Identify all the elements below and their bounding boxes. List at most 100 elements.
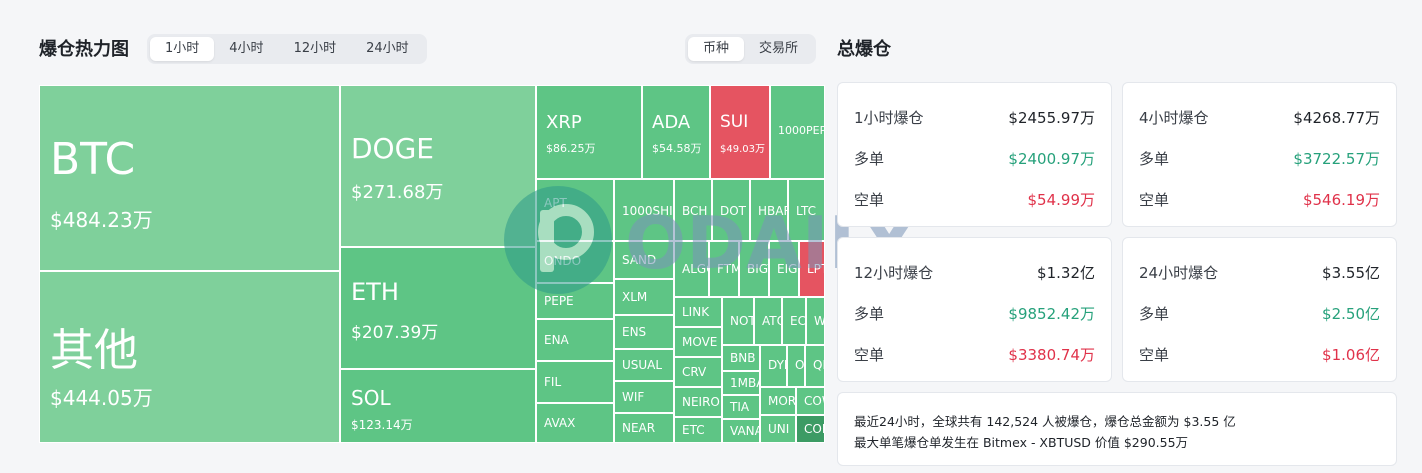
- tile-symbol: ETH: [351, 278, 399, 306]
- heatmap-tile-ena[interactable]: ENA: [536, 319, 614, 361]
- heatmap-tile-1mbabydoge[interactable]: 1MBABYDOGE: [722, 371, 760, 395]
- heatmap-tile-etc[interactable]: ETC: [674, 417, 722, 443]
- tile-symbol: EIGEN: [777, 262, 798, 276]
- heatmap-tile-dot[interactable]: DOT: [712, 179, 750, 241]
- heatmap-title: 爆仓热力图: [39, 39, 129, 60]
- heatmap-tile-eigen[interactable]: EIGEN: [769, 241, 799, 297]
- tile-symbol: APT: [544, 196, 567, 210]
- heatmap-tile-morpho[interactable]: MORPHO: [760, 387, 796, 415]
- heatmap-tile-pepe[interactable]: PEPE: [536, 283, 614, 319]
- heatmap-tile-qnt[interactable]: QNT: [805, 345, 825, 387]
- heatmap-tile-doge[interactable]: DOGE $271.68万: [340, 85, 536, 247]
- heatmap-tile-vana[interactable]: VANA: [722, 419, 760, 443]
- heatmap-tile-move[interactable]: MOVE: [674, 327, 722, 357]
- heatmap-tile-algo[interactable]: ALGO: [674, 241, 709, 297]
- tile-symbol: NOT: [730, 314, 754, 328]
- heatmap-tile-cow[interactable]: COW: [796, 387, 825, 415]
- tab-1h[interactable]: 1小时: [150, 37, 215, 61]
- long-value: $2.50亿: [1322, 304, 1380, 323]
- heatmap-tile-neiro[interactable]: NEIRO: [674, 387, 722, 417]
- tab-coin[interactable]: 币种: [688, 37, 745, 61]
- heatmap-tile-其他[interactable]: 其他 $444.05万: [39, 271, 340, 443]
- heatmap-tile-dydx[interactable]: DYDX: [760, 345, 787, 387]
- short-value: $54.99万: [1027, 190, 1096, 209]
- short-label: 空单: [1139, 345, 1170, 364]
- tile-value: $123.14万: [351, 418, 413, 432]
- heatmap-tile-wif[interactable]: WIF: [614, 381, 674, 413]
- card-total: $4268.77万: [1293, 108, 1380, 127]
- tile-symbol: BIGTIME: [747, 262, 768, 276]
- tile-value: $271.68万: [351, 182, 444, 203]
- tile-symbol: ALGO: [682, 262, 708, 276]
- heatmap-tile-sol[interactable]: SOL $123.14万: [340, 369, 536, 443]
- tile-symbol: VANA: [730, 424, 760, 438]
- heatmap-tile-ondo[interactable]: ONDO: [536, 241, 614, 283]
- tile-symbol: TIA: [730, 400, 750, 414]
- heatmap-tile-1000pepe[interactable]: 1000PEPE: [770, 85, 825, 179]
- tile-symbol: DYDX: [768, 358, 786, 372]
- heatmap-tile-lpt[interactable]: LPT: [799, 241, 825, 297]
- heatmap-tile-xlm[interactable]: XLM: [614, 279, 674, 315]
- heatmap-tile-sui[interactable]: SUI $49.03万: [710, 85, 770, 179]
- tile-symbol: DOT: [720, 204, 747, 218]
- heatmap-tile-usual[interactable]: USUAL: [614, 349, 674, 381]
- heatmap-tile-uni[interactable]: UNI: [760, 415, 796, 443]
- tile-symbol: HBAR: [758, 204, 787, 218]
- heatmap-tile-not[interactable]: NOT: [722, 297, 754, 345]
- tab-12h[interactable]: 12小时: [293, 41, 337, 56]
- heatmap-tile-bch[interactable]: BCH: [674, 179, 712, 241]
- heatmap-tile-avax[interactable]: AVAX: [536, 403, 614, 443]
- heatmap-tile-sand[interactable]: SAND: [614, 241, 674, 279]
- liquidation-heatmap: BTC $484.23万 其他 $444.05万 DOGE $271.68万 ETH $207…: [39, 85, 825, 443]
- heatmap-tile-hbar[interactable]: HBAR: [750, 179, 788, 241]
- heatmap-tile-wld[interactable]: WLD: [806, 297, 825, 345]
- heatmap-tile-btc[interactable]: BTC $484.23万: [39, 85, 340, 271]
- long-label: 多单: [1139, 149, 1170, 168]
- heatmap-tile-xrp[interactable]: XRP $86.25万: [536, 85, 642, 179]
- tile-symbol: LPT: [807, 262, 824, 276]
- tile-symbol: ECO: [790, 314, 806, 328]
- tile-symbol: WIF: [622, 390, 645, 404]
- heatmap-tile-op[interactable]: OP: [787, 345, 805, 387]
- tab-exchange[interactable]: 交易所: [759, 41, 799, 56]
- heatmap-tile-eco[interactable]: ECO: [782, 297, 806, 345]
- long-value: $3722.57万: [1293, 149, 1380, 168]
- tile-symbol: NEAR: [622, 421, 656, 435]
- heatmap-tile-ens[interactable]: ENS: [614, 315, 674, 349]
- heatmap-tile-ada[interactable]: ADA $54.58万: [642, 85, 710, 179]
- tile-symbol: BTC: [50, 134, 136, 185]
- heatmap-tile-comp[interactable]: COMP: [796, 415, 825, 443]
- heatmap-tile-crv[interactable]: CRV: [674, 357, 722, 387]
- tab-4h[interactable]: 4小时: [229, 41, 264, 56]
- heatmap-tile-ltc[interactable]: LTC: [788, 179, 825, 241]
- heatmap-tile-near[interactable]: NEAR: [614, 413, 674, 443]
- tile-symbol: 其他: [50, 325, 138, 376]
- tile-symbol: SOL: [351, 386, 391, 410]
- card-title: 1小时爆仓: [854, 108, 924, 127]
- card-total: $2455.97万: [1008, 108, 1095, 127]
- heatmap-tile-fil[interactable]: FIL: [536, 361, 614, 403]
- tile-symbol: XLM: [622, 290, 648, 304]
- tile-symbol: COMP: [804, 422, 824, 436]
- tile-symbol: ONDO: [544, 254, 582, 268]
- group-by-tabs: 币种 交易所: [685, 34, 817, 64]
- tile-symbol: ATOM: [762, 314, 781, 328]
- heatmap-tile-bnb[interactable]: BNB: [722, 345, 760, 371]
- heatmap-tile-eth[interactable]: ETH $207.39万: [340, 247, 536, 369]
- card-12h: 12小时爆仓 $1.32亿 多单 $9852.42万 空单 $3380.74万: [837, 237, 1112, 382]
- heatmap-tile-link[interactable]: LINK: [674, 297, 722, 327]
- tile-symbol: QNT: [813, 358, 824, 372]
- heatmap-tile-tia[interactable]: TIA: [722, 395, 760, 419]
- long-value: $9852.42万: [1008, 304, 1095, 323]
- tile-value: $54.58万: [652, 142, 702, 155]
- tile-symbol: FTM: [717, 262, 739, 276]
- tile-value: $86.25万: [546, 142, 596, 155]
- tab-24h[interactable]: 24小时: [366, 41, 409, 56]
- heatmap-tile-bigtime[interactable]: BIGTIME: [739, 241, 769, 297]
- heatmap-tile-atom[interactable]: ATOM: [754, 297, 782, 345]
- long-value: $2400.97万: [1008, 149, 1095, 168]
- heatmap-tile-ftm[interactable]: FTM: [709, 241, 739, 297]
- tile-symbol: ADA: [652, 112, 691, 133]
- heatmap-tile-apt[interactable]: APT: [536, 179, 614, 241]
